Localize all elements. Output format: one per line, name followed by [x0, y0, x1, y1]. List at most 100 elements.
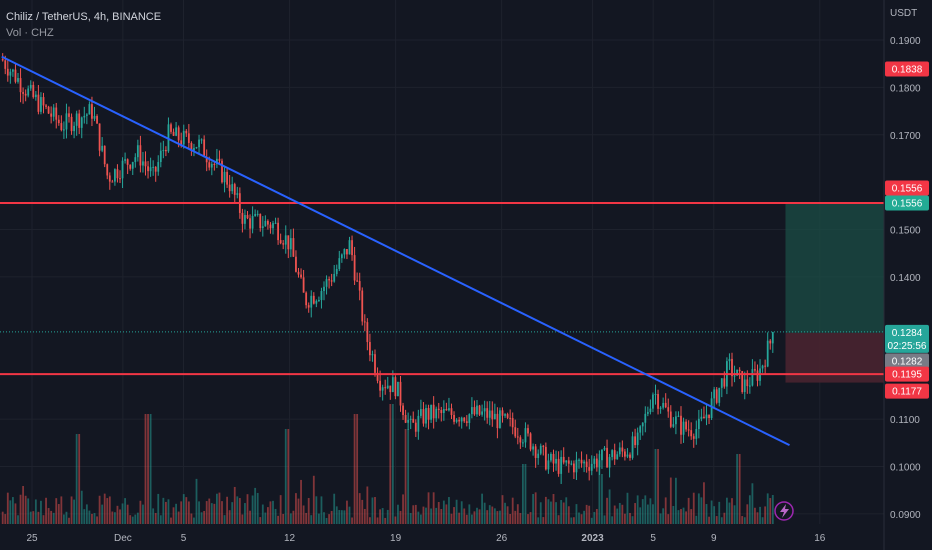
volume-bar: [417, 511, 420, 524]
candle-body: [85, 114, 88, 116]
volume-bar: [374, 497, 376, 524]
candle-body: [552, 453, 555, 464]
candle-body: [379, 380, 381, 391]
volume-bar: [302, 505, 305, 524]
candle-body: [180, 140, 183, 145]
volume-bar: [748, 495, 751, 524]
volume-bar: [295, 493, 297, 524]
volume-bar: [552, 494, 555, 524]
volume-bar: [108, 496, 111, 524]
candle-body: [17, 78, 19, 82]
candle-body: [124, 159, 126, 161]
candle-body: [511, 418, 514, 428]
volume-bar: [261, 504, 264, 524]
candle-body: [340, 254, 343, 259]
candle-body: [616, 454, 619, 460]
volume-bar: [560, 500, 563, 524]
candle-body: [318, 299, 320, 301]
candle-body: [251, 215, 254, 229]
volume-bar: [529, 512, 532, 524]
volume-bar: [440, 508, 443, 524]
volume-bar: [759, 506, 761, 524]
candle-body: [608, 457, 611, 468]
volume-bar: [468, 504, 471, 524]
candle-body: [187, 133, 190, 143]
candle-body: [580, 459, 583, 464]
volume-bar: [562, 502, 565, 524]
volume-bar: [662, 508, 665, 524]
horizontal-lines[interactable]: [0, 202, 884, 376]
volume-bar: [6, 492, 9, 524]
candle-body: [83, 115, 86, 118]
candle-body: [501, 410, 504, 416]
volume-bar: [641, 499, 644, 524]
volume-bar: [420, 514, 422, 524]
volume-bar: [249, 510, 251, 524]
volume-bar: [527, 514, 529, 524]
candle-body: [384, 387, 387, 389]
volume-bar: [606, 497, 608, 524]
volume-bar: [407, 429, 410, 524]
candle-body: [376, 372, 379, 381]
volume-bar: [675, 477, 677, 524]
volume-bar: [710, 500, 713, 524]
candle-body: [547, 460, 550, 470]
volume-bar: [98, 495, 101, 524]
candle-body: [272, 223, 274, 229]
candle-body: [514, 427, 517, 437]
volume-bar: [236, 496, 239, 524]
volume-bar: [200, 512, 203, 524]
lightning-icon[interactable]: [774, 501, 794, 521]
volume-bar: [241, 514, 244, 524]
volume-bar: [131, 516, 134, 524]
candle-body: [578, 459, 580, 461]
candle-body: [483, 408, 486, 412]
candle-body: [297, 271, 300, 275]
candle-body: [565, 460, 568, 463]
candle-body: [193, 148, 195, 151]
volume-bar: [369, 517, 371, 524]
volume-bar: [631, 516, 634, 524]
price-axis-panel[interactable]: [884, 0, 932, 550]
volume-label[interactable]: Vol · CHZ: [6, 27, 54, 39]
volume-bar: [465, 514, 468, 524]
volume-bar: [233, 486, 236, 524]
candle-body: [348, 240, 351, 255]
candle-body: [432, 404, 435, 419]
candle-body: [307, 305, 310, 308]
candle-body: [412, 418, 415, 423]
trendline[interactable]: [1, 55, 790, 447]
candle-body: [9, 71, 12, 76]
volume-bar: [254, 487, 257, 524]
candle-body: [555, 458, 557, 464]
price-badges: 0.1838 0.1556 0.1556 0.1284 02:25:56 0.1282 0.…: [885, 61, 929, 399]
volume-bar: [445, 504, 448, 524]
volume-bar: [692, 492, 695, 524]
candle-body: [534, 446, 537, 458]
volume-bar: [601, 474, 603, 524]
candle-body: [93, 115, 96, 119]
candle-body: [519, 437, 522, 443]
volume-bar: [328, 514, 330, 524]
volume-bar: [547, 499, 550, 524]
candle-body: [114, 169, 116, 182]
volume-bar: [425, 507, 427, 524]
candle-body: [754, 369, 756, 371]
candle-body: [282, 243, 285, 245]
volume-bar: [616, 508, 619, 524]
symbol-title[interactable]: Chiliz / TetherUS, 4h, BINANCE: [6, 11, 162, 23]
volume-bar: [478, 509, 481, 524]
candle-body: [147, 166, 149, 172]
candle-body: [216, 158, 218, 165]
candle-body: [103, 145, 106, 165]
candle-body: [506, 414, 509, 418]
volume-bar: [427, 492, 430, 524]
trendline-line: [1, 55, 790, 447]
candle-body: [108, 175, 111, 182]
candle-body: [75, 113, 78, 126]
candle-body: [659, 407, 662, 409]
volume-bar: [463, 508, 466, 524]
candle-body: [453, 414, 455, 422]
volume-bar: [613, 505, 616, 524]
